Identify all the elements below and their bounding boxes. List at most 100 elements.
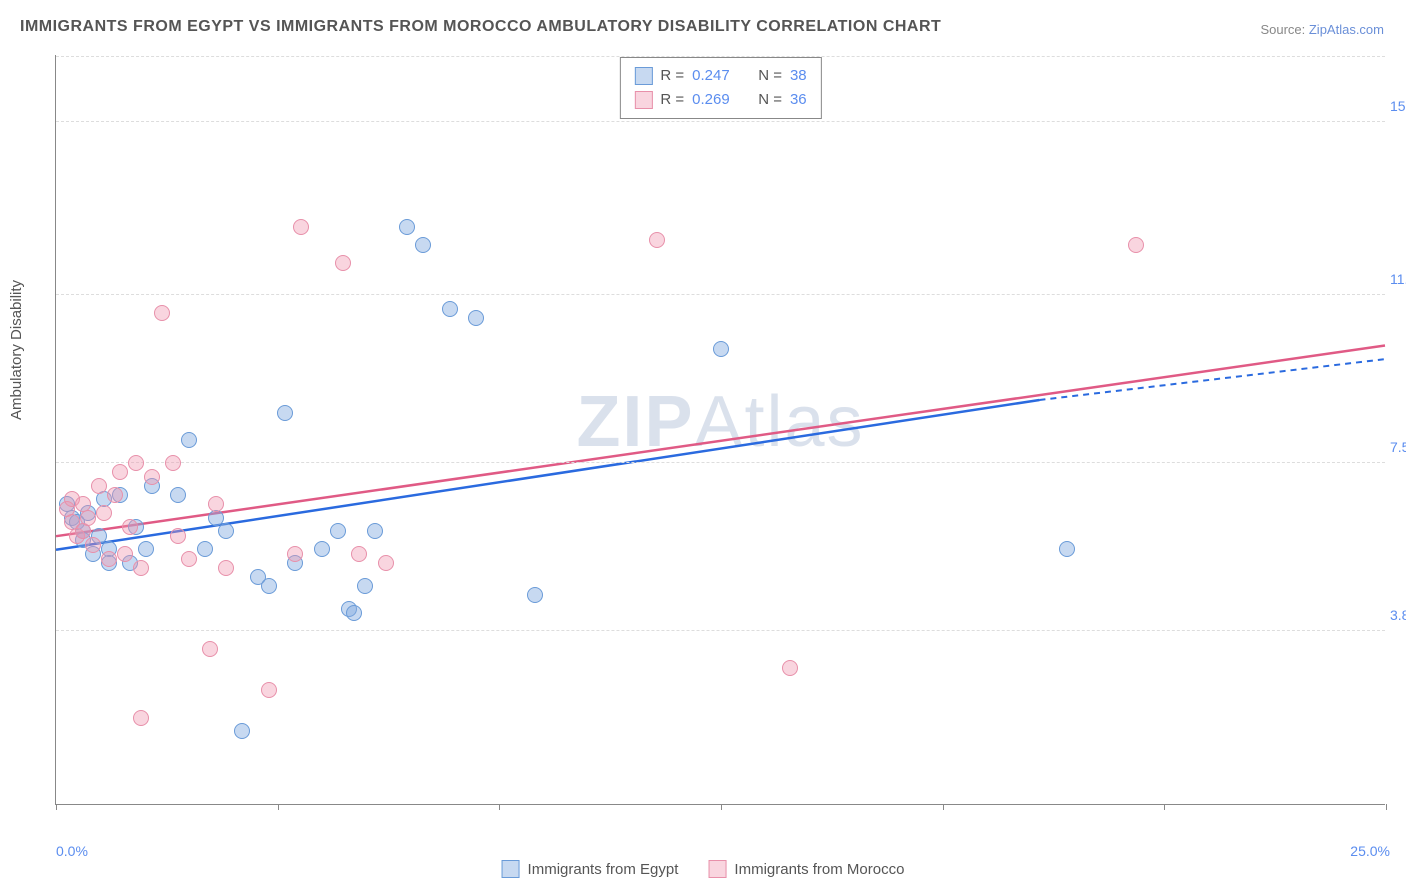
data-point-egypt: [357, 578, 373, 594]
gridline: [56, 630, 1385, 631]
gridline: [56, 294, 1385, 295]
data-point-egypt: [314, 541, 330, 557]
data-point-morocco: [293, 219, 309, 235]
r-label: R =: [660, 88, 684, 112]
data-point-morocco: [181, 551, 197, 567]
data-point-egypt: [277, 405, 293, 421]
data-point-egypt: [468, 310, 484, 326]
data-point-morocco: [144, 469, 160, 485]
x-tick: [56, 804, 57, 810]
r-label: R =: [660, 64, 684, 88]
x-tick: [1386, 804, 1387, 810]
legend-item-morocco: Immigrants from Morocco: [708, 860, 904, 878]
n-label: N =: [758, 88, 782, 112]
data-point-morocco: [117, 546, 133, 562]
trend-line-dash-egypt: [1039, 359, 1385, 400]
data-point-morocco: [202, 641, 218, 657]
data-point-egypt: [713, 341, 729, 357]
data-point-morocco: [75, 523, 91, 539]
data-point-egypt: [346, 605, 362, 621]
data-point-egypt: [234, 723, 250, 739]
data-point-egypt: [367, 523, 383, 539]
data-point-egypt: [138, 541, 154, 557]
legend-label: Immigrants from Egypt: [528, 861, 679, 878]
trend-lines: [56, 55, 1385, 804]
gridline: [56, 121, 1385, 122]
x-tick-label: 25.0%: [1350, 843, 1390, 859]
data-point-morocco: [378, 555, 394, 571]
data-point-morocco: [96, 505, 112, 521]
swatch-morocco: [634, 91, 652, 109]
n-value: 38: [790, 64, 807, 88]
data-point-morocco: [101, 551, 117, 567]
r-value: 0.269: [692, 88, 730, 112]
n-label: N =: [758, 64, 782, 88]
data-point-egypt: [197, 541, 213, 557]
x-tick: [278, 804, 279, 810]
stats-row-egypt: R = 0.247 N = 38: [634, 64, 806, 88]
data-point-morocco: [133, 710, 149, 726]
data-point-morocco: [287, 546, 303, 562]
x-tick-label: 0.0%: [56, 843, 88, 859]
stats-legend: R = 0.247 N = 38R = 0.269 N = 36: [619, 57, 821, 119]
data-point-egypt: [442, 301, 458, 317]
data-point-morocco: [128, 455, 144, 471]
trend-line-morocco: [56, 346, 1385, 537]
data-point-morocco: [85, 537, 101, 553]
trend-line-egypt: [56, 400, 1039, 550]
source-prefix: Source:: [1260, 22, 1308, 37]
data-point-morocco: [154, 305, 170, 321]
data-point-morocco: [112, 464, 128, 480]
data-point-morocco: [335, 255, 351, 271]
source-attribution: Source: ZipAtlas.com: [1260, 22, 1384, 37]
n-value: 36: [790, 88, 807, 112]
data-point-egypt: [218, 523, 234, 539]
scatter-chart: ZIPAtlas R = 0.247 N = 38R = 0.269 N = 3…: [55, 55, 1385, 805]
x-tick: [1164, 804, 1165, 810]
data-point-morocco: [165, 455, 181, 471]
data-point-morocco: [218, 560, 234, 576]
data-point-egypt: [261, 578, 277, 594]
data-point-morocco: [649, 232, 665, 248]
y-tick-label: 7.5%: [1390, 439, 1406, 455]
legend-label: Immigrants from Morocco: [734, 861, 904, 878]
data-point-morocco: [122, 519, 138, 535]
data-point-morocco: [208, 496, 224, 512]
data-point-egypt: [181, 432, 197, 448]
legend-item-egypt: Immigrants from Egypt: [502, 860, 679, 878]
data-point-egypt: [415, 237, 431, 253]
data-point-morocco: [107, 487, 123, 503]
swatch-egypt: [634, 67, 652, 85]
r-value: 0.247: [692, 64, 730, 88]
data-point-morocco: [261, 682, 277, 698]
y-axis-label: Ambulatory Disability: [8, 280, 25, 420]
data-point-egypt: [527, 587, 543, 603]
series-legend: Immigrants from Egypt Immigrants from Mor…: [502, 860, 905, 878]
source-link[interactable]: ZipAtlas.com: [1309, 22, 1384, 37]
swatch-morocco: [708, 860, 726, 878]
x-tick: [943, 804, 944, 810]
data-point-morocco: [782, 660, 798, 676]
data-point-morocco: [133, 560, 149, 576]
gridline: [56, 462, 1385, 463]
x-tick: [721, 804, 722, 810]
data-point-egypt: [208, 510, 224, 526]
watermark-zip: ZIP: [576, 381, 694, 461]
swatch-egypt: [502, 860, 520, 878]
y-tick-label: 11.2%: [1390, 271, 1406, 287]
watermark: ZIPAtlas: [576, 380, 864, 462]
data-point-morocco: [91, 478, 107, 494]
data-point-egypt: [1059, 541, 1075, 557]
data-point-morocco: [170, 528, 186, 544]
y-tick-label: 3.8%: [1390, 607, 1406, 623]
stats-row-morocco: R = 0.269 N = 36: [634, 88, 806, 112]
data-point-morocco: [80, 510, 96, 526]
data-point-egypt: [330, 523, 346, 539]
x-tick: [499, 804, 500, 810]
data-point-egypt: [399, 219, 415, 235]
data-point-morocco: [351, 546, 367, 562]
data-point-morocco: [1128, 237, 1144, 253]
chart-title: IMMIGRANTS FROM EGYPT VS IMMIGRANTS FROM…: [20, 18, 941, 36]
data-point-egypt: [170, 487, 186, 503]
y-tick-label: 15.0%: [1390, 98, 1406, 114]
